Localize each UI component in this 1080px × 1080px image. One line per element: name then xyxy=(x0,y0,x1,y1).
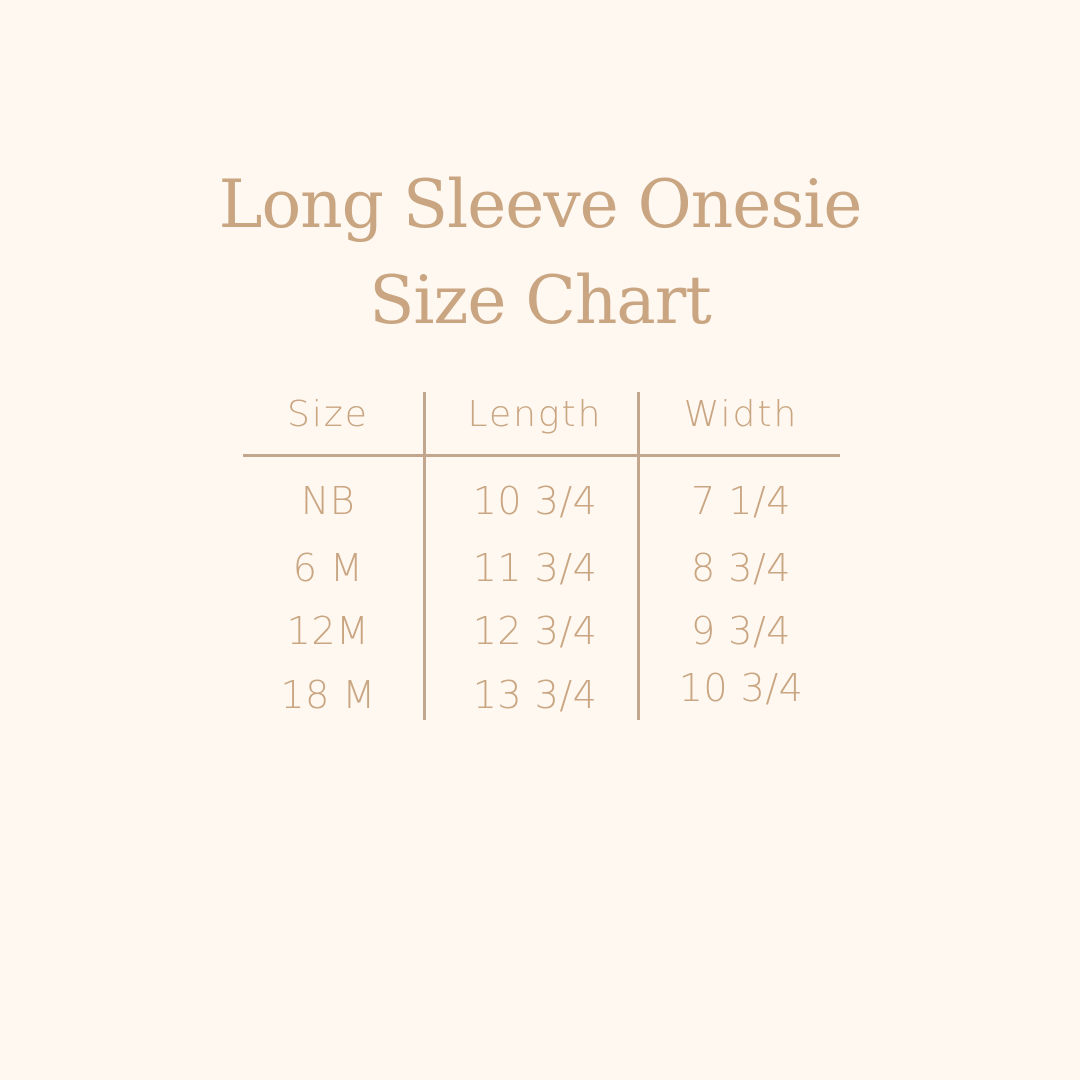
column-divider-2 xyxy=(637,392,640,720)
table-cell-width: 10 3/4 xyxy=(678,666,804,710)
table-cell-length: 10 3/4 xyxy=(472,479,598,523)
table-cell-size: 18 M xyxy=(280,673,376,717)
table-cell-width: 8 3/4 xyxy=(691,546,791,590)
table-cell-size: NB xyxy=(300,479,356,523)
table-cell-size: 12M xyxy=(286,609,370,653)
table-cell-size: 6 M xyxy=(292,546,364,590)
header-size: Size xyxy=(287,394,369,435)
title-line-1: Long Sleeve Onesie xyxy=(218,166,863,243)
table-cell-length: 12 3/4 xyxy=(472,609,598,653)
header-length: Length xyxy=(467,394,603,435)
header-width: Width xyxy=(683,394,799,435)
title-line-2: Size Chart xyxy=(369,262,712,339)
table-cell-width: 9 3/4 xyxy=(691,609,791,653)
table-cell-length: 13 3/4 xyxy=(472,673,598,717)
column-divider-1 xyxy=(423,392,426,720)
table-cell-length: 11 3/4 xyxy=(472,546,598,590)
table-cell-width: 7 1/4 xyxy=(691,479,791,523)
header-divider xyxy=(243,454,840,457)
